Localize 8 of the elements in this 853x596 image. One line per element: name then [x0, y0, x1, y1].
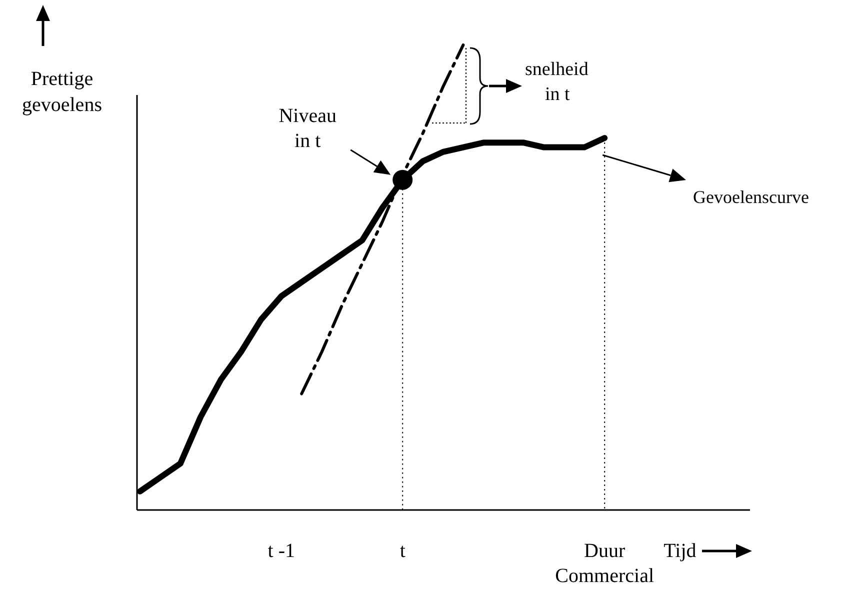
x-tick-label: Duur Commercial [555, 540, 654, 587]
annotation: Niveau in t [278, 104, 336, 152]
x-tick-label: t -1 [268, 540, 296, 562]
x-tick-label: t [400, 540, 406, 562]
x-axis-title: Tijd [664, 540, 696, 562]
y-axis-title: Prettige gevoelens [22, 68, 102, 116]
annotation: snelheid in t [525, 59, 589, 105]
legend-label: Gevoelenscurve [693, 187, 809, 207]
